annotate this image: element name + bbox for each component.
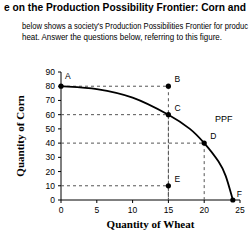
point — [166, 84, 171, 89]
y-axis — [61, 72, 62, 200]
x-tick — [240, 200, 241, 203]
guide-horizontal — [61, 114, 168, 115]
y-tick — [58, 185, 61, 186]
guide-horizontal — [61, 185, 168, 186]
x-tick-label: 10 — [128, 205, 138, 215]
x-tick — [61, 200, 62, 203]
point — [230, 197, 235, 202]
point-label: E — [174, 174, 180, 184]
x-tick — [204, 200, 205, 203]
y-axis-label: Quantity of Corn — [14, 95, 26, 176]
x-axis-label: Quantity of Wheat — [107, 218, 195, 230]
y-tick-label: 80 — [46, 81, 56, 91]
y-tick-label: 50 — [46, 124, 56, 134]
y-tick — [58, 72, 61, 73]
point — [202, 141, 207, 146]
guide-vertical — [204, 143, 205, 200]
point-label: D — [210, 131, 216, 141]
x-tick-label: 5 — [94, 205, 99, 215]
y-tick — [58, 143, 61, 144]
guide-horizontal — [61, 143, 204, 144]
point-label: A — [65, 71, 71, 81]
x-tick — [132, 200, 133, 203]
y-tick — [58, 128, 61, 129]
x-tick-label: 25 — [235, 205, 245, 215]
x-tick — [168, 200, 169, 203]
intro-line: heat. Answer the questions below, referr… — [22, 32, 222, 42]
y-tick-label: 20 — [46, 167, 56, 177]
y-tick-label: 60 — [46, 110, 56, 120]
intro-line: below shows a society's Production Possi… — [22, 21, 248, 31]
point-label: C — [174, 103, 180, 113]
y-tick — [58, 114, 61, 115]
point — [166, 183, 171, 188]
y-tick-label: 30 — [46, 152, 56, 162]
x-tick-label: 15 — [164, 205, 174, 215]
chart: e on the Production Possibility Frontier… — [0, 0, 250, 250]
point-label: B — [174, 74, 180, 84]
plot-marks — [58, 84, 235, 203]
y-tick-label: 40 — [46, 138, 56, 148]
point — [166, 112, 171, 117]
y-tick-label: 90 — [46, 67, 56, 77]
x-tick — [96, 200, 97, 203]
y-tick-label: 0 — [50, 195, 55, 205]
y-tick — [58, 157, 61, 158]
x-tick-label: 0 — [59, 205, 64, 215]
annotation: PPF — [215, 114, 233, 124]
title: e on the Production Possibility Frontier… — [4, 1, 246, 13]
guide-vertical — [168, 86, 169, 200]
x-tick-label: 20 — [199, 205, 209, 215]
y-tick — [58, 171, 61, 172]
y-tick-label: 70 — [46, 95, 56, 105]
point — [58, 84, 63, 89]
point-label: F — [237, 189, 242, 199]
y-tick — [58, 100, 61, 101]
ppf-curve — [61, 86, 233, 200]
y-tick-label: 10 — [46, 181, 56, 191]
x-axis — [61, 200, 240, 201]
